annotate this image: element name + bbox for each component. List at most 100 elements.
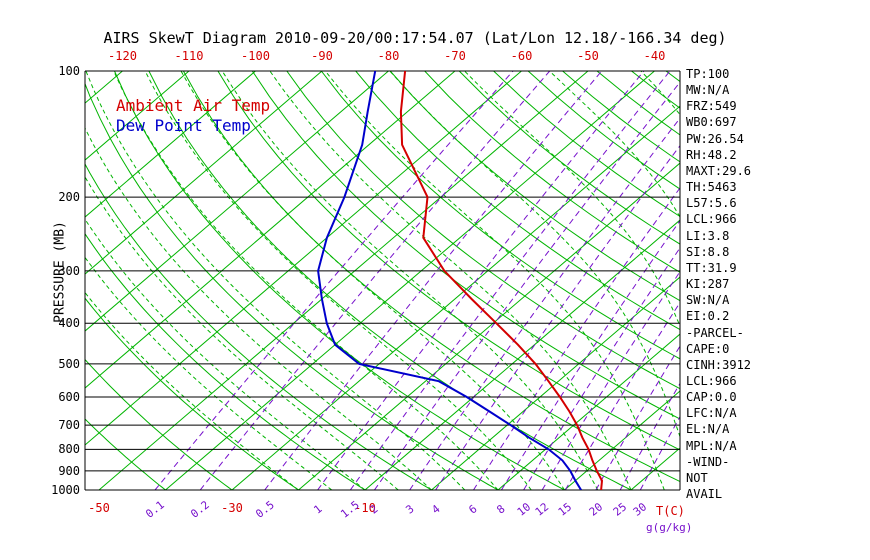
mixing-ratio-tick-label: 0.2 [188, 498, 212, 521]
index-line: EL:N/A [686, 422, 730, 437]
index-line: LCL:966 [686, 373, 737, 388]
isotherm-line [85, 71, 389, 332]
isotherm-line [98, 71, 589, 490]
mixing-ratio-line [619, 382, 680, 490]
bottom-temp-tick-label: -10 [354, 501, 376, 515]
index-line: EI:0.2 [686, 309, 730, 324]
top-temp-tick-label: -90 [311, 49, 333, 63]
pressure-tick-label: 800 [58, 442, 80, 457]
moist-adiabat-line [324, 71, 665, 490]
index-line: -PARCEL- [686, 325, 744, 340]
index-line: KI:287 [686, 277, 730, 292]
mixing-ratio-line [595, 345, 680, 490]
isotherm-line [85, 71, 522, 446]
mixing-ratio-line [523, 247, 680, 490]
moist-adiabat-line [85, 71, 466, 490]
dry-adiabat-line [355, 71, 680, 331]
sounding-indices-panel: TP:100 MW:N/A FRZ:549 WB0:697 PW:26.54 RH:48.… [686, 66, 751, 502]
mixing-ratio-line [154, 71, 514, 490]
ambient-temp-curve [399, 71, 604, 490]
legend-dew-point: Dew Point Temp [116, 116, 251, 135]
dew-point-curve [317, 71, 582, 490]
index-line: SI:8.8 [686, 244, 730, 259]
dry-adiabat-line [286, 71, 680, 390]
index-line: CINH:3912 [686, 357, 752, 372]
index-line: LFC:N/A [686, 406, 737, 421]
index-line: PW:26.54 [686, 131, 744, 146]
pressure-tick-label: 200 [58, 190, 80, 205]
mixing-ratio-tick-label: 15 [556, 500, 575, 519]
dry-adiabat-line [251, 71, 680, 420]
mixing-ratio-line [373, 81, 680, 490]
isotherm-line [364, 219, 680, 490]
dry-adiabat-line [85, 82, 499, 490]
moist-adiabat-line [144, 71, 532, 490]
mixing-ratio-line [564, 301, 680, 490]
temp-unit-label: T(C) [656, 504, 685, 518]
top-temp-tick-label: -80 [377, 49, 400, 63]
isotherm-line [564, 390, 680, 490]
background-lines [85, 71, 680, 490]
pressure-tick-label: 100 [58, 64, 80, 78]
dry-adiabat-line [458, 71, 680, 245]
index-line: RH:48.2 [686, 147, 737, 162]
mixing-ratio-line [639, 415, 680, 490]
mixing-ratio-tick-label: 1 [310, 502, 325, 517]
mixing-ratio-line [409, 117, 680, 490]
index-line: LCL:966 [686, 212, 737, 227]
isotherm-line [85, 71, 190, 161]
top-temp-tick-label: -100 [241, 49, 270, 63]
profile-curves [317, 71, 604, 490]
legend-ambient-temp: Ambient Air Temp [116, 96, 271, 115]
isotherm-line [85, 71, 456, 389]
mixing-ratio-line [264, 71, 603, 490]
index-line: -WIND- [686, 454, 730, 469]
mixing-ratio-tick-label: 0.5 [252, 498, 277, 521]
index-line: WB0:697 [686, 115, 737, 130]
bottom-temp-tick-label: -30 [221, 501, 243, 515]
top-temp-tick-label: -50 [577, 49, 599, 63]
index-line: NOT [686, 470, 708, 485]
dry-adiabat-line [217, 71, 680, 451]
index-line: SW:N/A [686, 293, 730, 308]
pressure-tick-label: 1000 [51, 483, 80, 497]
pressure-tick-label: 400 [58, 316, 80, 331]
mixing-ratio-tick-label: 20 [586, 500, 606, 519]
dry-adiabat-line [114, 71, 565, 490]
mixing-ratio-line [500, 219, 680, 490]
index-line: TH:5463 [686, 180, 737, 195]
chart-title: AIRS SkewT Diagram 2010-09-20/00:17:54.0… [103, 29, 727, 47]
dry-adiabat-line [85, 418, 166, 490]
index-line: MPL:N/A [686, 438, 737, 453]
dry-adiabat-line [85, 232, 366, 490]
pressure-tick-label: 700 [58, 418, 80, 433]
isotherm-line [298, 162, 680, 490]
moist-adiabat-line [269, 71, 632, 490]
index-line: CAP:0.0 [686, 390, 737, 405]
mixing-ratio-line [541, 270, 680, 490]
index-line: CAPE:0 [686, 341, 730, 356]
moist-adiabat-line [180, 71, 565, 490]
mixing-ratio-line [473, 187, 680, 490]
top-temp-tick-label: -60 [510, 49, 533, 63]
index-line: L57:5.6 [686, 196, 737, 211]
mixing-ratio-unit-label: g(g/kg) [646, 521, 693, 534]
index-line: TT:31.9 [686, 260, 737, 275]
top-temp-tick-label: -70 [444, 49, 466, 63]
dry-adiabat-line [85, 297, 299, 490]
top-temp-tick-label: -120 [108, 49, 137, 63]
dry-adiabat-line [389, 71, 680, 302]
dry-adiabat-line [85, 163, 432, 490]
index-line: AVAIL [686, 487, 723, 502]
isotherm-line [431, 276, 680, 490]
mixing-ratio-line [435, 144, 680, 490]
moist-adiabat-line [85, 126, 432, 490]
isotherm-line [497, 333, 680, 490]
index-line: MAXT:29.6 [686, 163, 752, 178]
moist-adiabat-line [113, 71, 499, 490]
top-temp-tick-label: -40 [643, 49, 666, 63]
dry-adiabat-line [424, 71, 680, 273]
